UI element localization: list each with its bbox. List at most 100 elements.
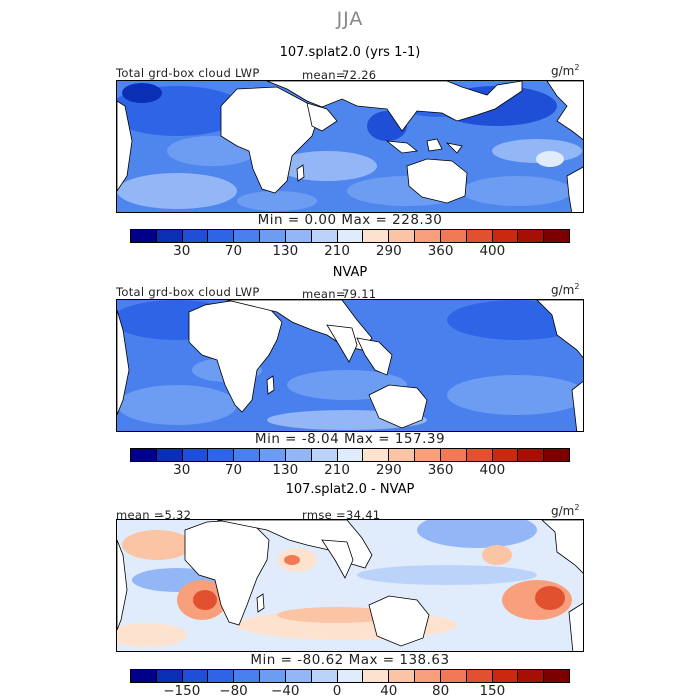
colorbar-swatch	[131, 230, 157, 242]
panel-3-land	[117, 520, 583, 651]
panel-1-field-patch	[117, 173, 237, 209]
panel-2-mean-label: mean=	[302, 287, 346, 301]
colorbar-swatch	[466, 230, 493, 242]
panel-1-minmax: Min = 0.00 Max = 228.30	[0, 212, 700, 228]
panel-3-field-patch	[193, 590, 217, 610]
colorbar-tick-label: 70	[224, 462, 243, 478]
colorbar-swatch	[518, 449, 545, 461]
panel-3-mean-label: mean =	[116, 508, 164, 522]
colorbar-swatch	[311, 670, 338, 682]
colorbar-swatch	[337, 449, 364, 461]
panel-2-americas	[536, 300, 583, 359]
panel-2-madagascar	[266, 375, 275, 395]
panel-2-mean-value: 79.11	[342, 287, 377, 301]
colorbar-swatch	[492, 449, 519, 461]
colorbar-swatch	[311, 230, 338, 242]
colorbar-swatch	[415, 230, 441, 242]
colorbar-swatch	[156, 670, 183, 682]
panel-1-min-label: Min =	[257, 212, 300, 228]
figure-title: JJA	[336, 8, 364, 30]
panel-3-field-patch	[417, 520, 537, 548]
colorbar-tick-label: 130	[272, 243, 299, 259]
colorbar-tick-label: 150	[479, 683, 506, 699]
panel-1-land	[117, 81, 583, 212]
panel-1-map	[116, 80, 584, 213]
panel-2-south-america	[571, 381, 583, 431]
panel-1-south-america	[566, 166, 583, 212]
panel-2-field-patch	[447, 375, 583, 415]
panel-1-colorbar	[130, 229, 570, 243]
panel-3-field-patch	[535, 586, 565, 610]
panel-3-field-patch	[482, 545, 512, 565]
panel-3-min-value: -80.62	[297, 652, 344, 668]
colorbar-tick-label: 80	[431, 683, 450, 699]
colorbar-swatch	[466, 670, 493, 682]
colorbar-swatch	[440, 449, 467, 461]
colorbar-swatch	[337, 230, 364, 242]
panel-3-colorbar-ticks: −150 −80 −40 0 40 80 150	[130, 683, 570, 699]
colorbar-swatch	[544, 230, 570, 242]
panel-1-title: 107.splat2.0 (yrs 1-1)	[279, 45, 421, 60]
panel-2-map	[116, 299, 584, 432]
colorbar-swatch	[363, 449, 390, 461]
colorbar-swatch	[389, 449, 416, 461]
colorbar-swatch	[544, 449, 570, 461]
panel-1-field-patch	[462, 176, 572, 206]
colorbar-tick-label: 400	[479, 462, 506, 478]
panel-3-field-patch	[284, 555, 300, 565]
panel-3-max-label: Max =	[348, 652, 395, 668]
panel-2-minmax: Min = -8.04 Max = 157.39	[0, 431, 700, 447]
colorbar-swatch	[285, 449, 312, 461]
panel-3-minmax: Min = -80.62 Max = 138.63	[0, 652, 700, 668]
colorbar-swatch	[208, 230, 235, 242]
panel-2-min-label: Min =	[254, 431, 297, 447]
colorbar-tick-label: 210	[324, 462, 350, 478]
panel-2-colorbar	[130, 448, 570, 462]
colorbar-swatch	[208, 670, 235, 682]
panel-1-americas	[546, 81, 583, 140]
colorbar-tick-label: 30	[173, 462, 191, 478]
panel-1-colorbar-ticks: 30 70 130 210 290 360 400	[130, 243, 570, 259]
panel-2-field-patch	[117, 385, 237, 425]
colorbar-tick-label: 400	[479, 243, 506, 259]
panel-2-colorbar-ticks: 30 70 130 210 290 360 400	[130, 462, 570, 478]
colorbar-swatch	[311, 449, 338, 461]
colorbar-swatch	[260, 670, 286, 682]
colorbar-swatch	[415, 449, 441, 461]
panel-3-colorbar	[130, 669, 570, 683]
panel-2-variable-label: Total grd-box cloud LWP	[116, 285, 260, 299]
panel-3-map	[116, 519, 584, 652]
colorbar-tick-label: 360	[427, 243, 454, 259]
colorbar-swatch	[389, 230, 416, 242]
panel-1-africa	[220, 86, 318, 194]
colorbar-tick-label: −80	[219, 683, 248, 699]
panel-3-min-label: Min =	[250, 652, 293, 668]
panel-1-west-land	[117, 100, 133, 192]
panel-3-south-america	[568, 602, 583, 651]
panel-1-field-patch	[536, 151, 564, 167]
colorbar-swatch	[544, 670, 570, 682]
colorbar-swatch	[131, 449, 157, 461]
colorbar-swatch	[363, 670, 390, 682]
panel-2-australia	[368, 384, 428, 429]
colorbar-tick-label: −150	[163, 683, 201, 699]
colorbar-swatch	[260, 449, 286, 461]
colorbar-swatch	[156, 449, 183, 461]
colorbar-tick-label: 290	[375, 462, 402, 478]
colorbar-swatch	[440, 230, 467, 242]
colorbar-swatch	[440, 670, 467, 682]
panel-3-australia	[368, 595, 430, 647]
panel-1-max-label: Max =	[341, 212, 388, 228]
panel-3-title: 107.splat2.0 - NVAP	[285, 482, 415, 497]
panel-1-australia	[406, 158, 468, 204]
colorbar-tick-label: 360	[427, 462, 454, 478]
panel-3-americas	[541, 520, 583, 574]
panel-3-field-patch	[117, 623, 187, 647]
panel-1-madagascar	[296, 164, 305, 182]
colorbar-tick-label: 0	[332, 683, 342, 699]
colorbar-tick-label: 40	[380, 683, 398, 699]
panel-3-rmse-label: rmse =	[302, 508, 346, 522]
colorbar-tick-label: 210	[324, 243, 350, 259]
colorbar-swatch	[208, 449, 235, 461]
colorbar-swatch	[182, 230, 209, 242]
